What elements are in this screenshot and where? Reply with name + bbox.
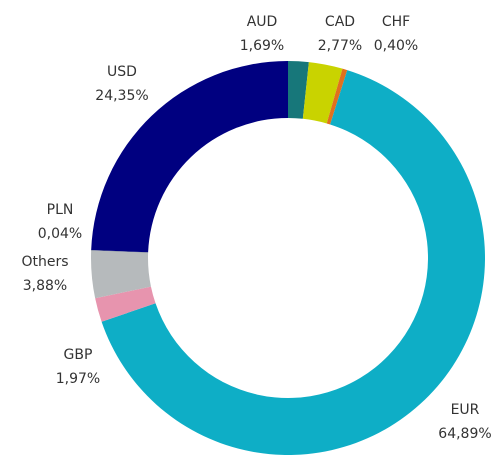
donut-slice	[91, 250, 151, 299]
slice-value-label: 0,40%	[374, 38, 418, 54]
donut-slice	[91, 249, 149, 253]
slice-label: CHF	[382, 14, 410, 30]
slice-label: CAD	[325, 14, 355, 30]
slice-value-label: 64,89%	[438, 426, 491, 442]
slice-value-label: 3,88%	[23, 278, 67, 294]
slice-label: EUR	[451, 402, 480, 418]
slice-label: GBP	[64, 347, 93, 363]
donut-slice	[302, 62, 343, 124]
slice-value-label: 24,35%	[95, 88, 148, 104]
slice-value-label: 1,69%	[240, 38, 284, 54]
slice-value-label: 0,04%	[38, 226, 82, 242]
donut-slice	[326, 68, 348, 125]
donut-slice	[95, 286, 156, 322]
slice-label: USD	[107, 64, 137, 80]
slice-value-label: 2,77%	[318, 38, 362, 54]
slice-label: PLN	[47, 202, 74, 218]
slice-label: AUD	[247, 14, 278, 30]
donut-slice	[288, 61, 309, 119]
slice-value-label: 1,97%	[56, 371, 100, 387]
donut-slice	[101, 70, 485, 455]
slice-label: Others	[21, 254, 68, 270]
donut-slice	[91, 61, 288, 253]
